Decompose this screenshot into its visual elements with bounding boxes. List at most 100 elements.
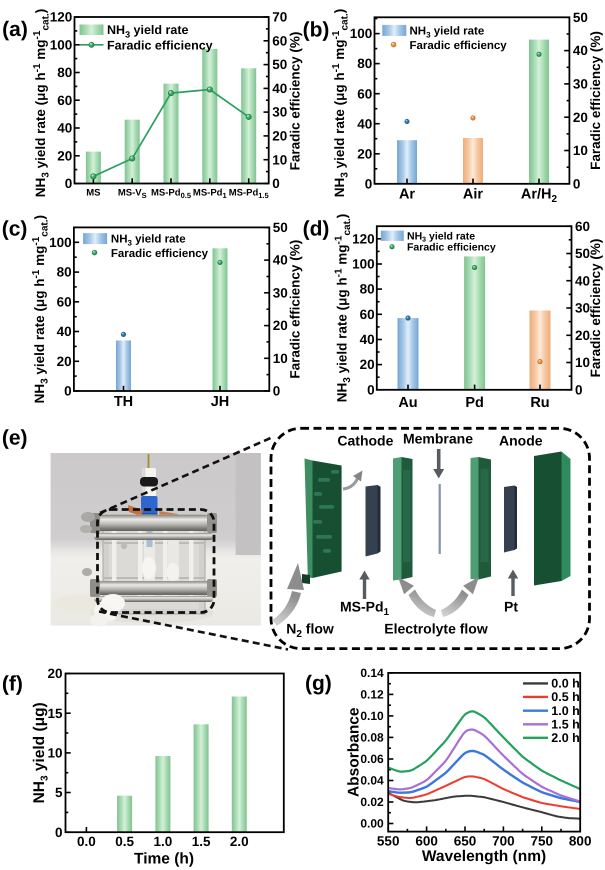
- svg-text:Faradic efficiency: Faradic efficiency: [107, 38, 213, 52]
- svg-text:10: 10: [47, 746, 62, 761]
- svg-text:1.5: 1.5: [192, 834, 211, 849]
- svg-text:10: 10: [575, 355, 590, 370]
- svg-text:50: 50: [575, 246, 590, 261]
- svg-text:1.5 h: 1.5 h: [551, 718, 580, 732]
- svg-text:10: 10: [273, 351, 288, 366]
- svg-text:100: 100: [350, 26, 373, 41]
- svg-text:Faradic efficiency: Faradic efficiency: [407, 242, 496, 254]
- svg-text:10: 10: [272, 152, 287, 167]
- svg-text:20: 20: [573, 110, 588, 125]
- svg-text:0.5: 0.5: [115, 834, 134, 849]
- svg-text:Faradic efficiency (%): Faradic efficiency (%): [288, 32, 303, 171]
- svg-text:40: 40: [57, 121, 72, 136]
- svg-text:Ru: Ru: [530, 395, 549, 411]
- svg-text:NH3​ yield rate (μg h-1​ mg-1​: NH3​ yield rate (μg h-1​ mg-1​cat.​): [334, 214, 354, 402]
- svg-text:Au: Au: [398, 395, 417, 411]
- svg-text:(f): (f): [2, 673, 23, 696]
- svg-text:5: 5: [55, 785, 63, 800]
- svg-text:40: 40: [272, 81, 287, 96]
- svg-text:1.0 h: 1.0 h: [551, 704, 580, 718]
- svg-text:NH3​ yield rate (μg h-1​ mg-1​: NH3​ yield rate (μg h-1​ mg-1​cat.​): [331, 9, 351, 197]
- svg-text:Ar/H2​: Ar/H2​: [521, 187, 558, 206]
- svg-text:0.12: 0.12: [360, 688, 384, 702]
- svg-text:NH3​ yield rate: NH3​ yield rate: [107, 23, 188, 39]
- svg-text:JH: JH: [211, 394, 230, 410]
- svg-text:0.00: 0.00: [360, 817, 384, 831]
- svg-text:40: 40: [273, 253, 288, 268]
- svg-text:700: 700: [492, 834, 515, 849]
- svg-text:MS-VS​: MS-VS​: [118, 188, 147, 201]
- svg-text:60: 60: [272, 33, 287, 48]
- svg-text:NH3​ yield rate (μg h-1​ mg-1​: NH3​ yield rate (μg h-1​ mg-1​cat.​): [31, 215, 51, 403]
- svg-text:Faradic efficiency (%): Faradic efficiency (%): [588, 31, 603, 170]
- svg-text:Membrane: Membrane: [403, 431, 473, 447]
- svg-text:70: 70: [272, 10, 287, 25]
- svg-text:MS-Pd1​: MS-Pd1​: [340, 599, 390, 619]
- svg-text:20: 20: [57, 354, 72, 369]
- svg-text:80: 80: [57, 265, 72, 280]
- svg-text:40: 40: [573, 43, 588, 58]
- svg-text:750: 750: [531, 834, 554, 849]
- svg-text:MS-Pd0.5​: MS-Pd0.5​: [151, 188, 191, 201]
- svg-text:60: 60: [575, 219, 590, 234]
- svg-text:100: 100: [50, 37, 73, 52]
- svg-text:MS-Pd1.5​: MS-Pd1.5​: [229, 188, 269, 201]
- svg-text:20: 20: [575, 328, 590, 343]
- svg-text:40: 40: [57, 324, 72, 339]
- svg-text:Faradic efficiency (%): Faradic efficiency (%): [588, 239, 603, 378]
- svg-text:0.06: 0.06: [360, 752, 384, 766]
- svg-text:30: 30: [573, 77, 588, 92]
- svg-text:(c): (c): [2, 218, 28, 241]
- svg-text:80: 80: [357, 56, 372, 71]
- svg-text:0: 0: [367, 382, 375, 397]
- svg-text:0.10: 0.10: [360, 709, 384, 723]
- svg-text:0: 0: [55, 825, 63, 840]
- svg-text:0: 0: [573, 176, 581, 191]
- svg-text:0: 0: [273, 384, 281, 399]
- svg-text:50: 50: [573, 10, 588, 25]
- svg-text:NH3​ yield rate: NH3​ yield rate: [410, 26, 485, 40]
- svg-text:50: 50: [272, 57, 287, 72]
- svg-text:100: 100: [352, 257, 375, 272]
- svg-text:50: 50: [273, 220, 288, 235]
- svg-text:(a): (a): [2, 18, 28, 41]
- svg-text:600: 600: [415, 834, 438, 849]
- svg-text:0: 0: [64, 384, 72, 399]
- svg-text:Anode: Anode: [499, 433, 543, 449]
- svg-text:20: 20: [273, 318, 288, 333]
- svg-text:20: 20: [357, 146, 372, 161]
- svg-text:0.08: 0.08: [360, 731, 384, 745]
- svg-text:650: 650: [454, 834, 477, 849]
- svg-text:80: 80: [57, 65, 72, 80]
- svg-text:2.0 h: 2.0 h: [551, 731, 580, 745]
- svg-text:Faradic efficiency: Faradic efficiency: [111, 248, 209, 260]
- svg-text:MS: MS: [86, 188, 100, 199]
- svg-text:800: 800: [569, 834, 592, 849]
- svg-text:100: 100: [49, 235, 72, 250]
- svg-text:0.04: 0.04: [360, 774, 384, 788]
- svg-text:Air: Air: [463, 187, 484, 203]
- svg-text:60: 60: [57, 93, 72, 108]
- svg-text:Faradic efficiency (%): Faradic efficiency (%): [288, 240, 303, 379]
- svg-text:0: 0: [65, 176, 73, 191]
- svg-text:60: 60: [360, 307, 375, 322]
- svg-text:20: 20: [47, 666, 62, 681]
- svg-text:NH3​ yield rate: NH3​ yield rate: [111, 234, 186, 248]
- svg-text:NH3​ yield (μg): NH3​ yield (μg): [31, 702, 51, 803]
- svg-text:0.14: 0.14: [360, 666, 384, 680]
- svg-text:80: 80: [360, 282, 375, 297]
- svg-text:120: 120: [50, 10, 73, 25]
- svg-text:20: 20: [57, 148, 72, 163]
- svg-text:NH3​ yield rate (μg h-1​ mg-1​: NH3​ yield rate (μg h-1​ mg-1​cat.​): [32, 9, 52, 197]
- svg-text:0.0: 0.0: [77, 834, 96, 849]
- svg-text:Cathode: Cathode: [337, 433, 393, 449]
- svg-text:Absorbance: Absorbance: [346, 707, 363, 797]
- svg-text:0.0 h: 0.0 h: [551, 677, 580, 691]
- svg-text:0: 0: [272, 176, 280, 191]
- svg-text:30: 30: [273, 285, 288, 300]
- svg-text:40: 40: [357, 116, 372, 131]
- svg-text:40: 40: [360, 332, 375, 347]
- svg-text:20: 20: [360, 357, 375, 372]
- svg-text:0.5 h: 0.5 h: [551, 690, 580, 704]
- svg-text:(b): (b): [303, 18, 330, 41]
